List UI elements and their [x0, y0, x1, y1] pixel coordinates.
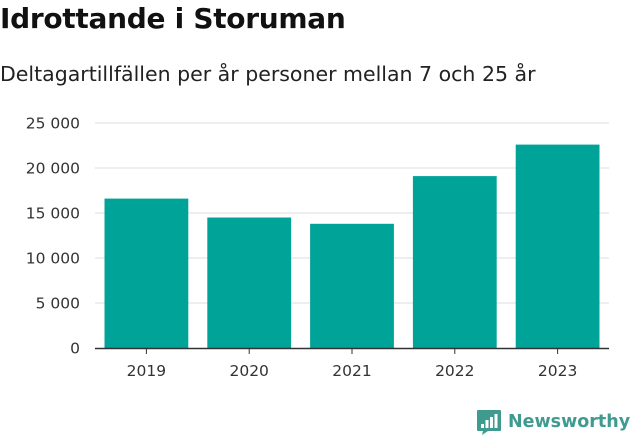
chart-title: Idrottande i Storuman — [0, 2, 346, 35]
x-tick-label: 2022 — [435, 362, 474, 380]
y-tick-label: 20 000 — [26, 160, 80, 178]
y-tick-label: 5 000 — [36, 295, 80, 313]
bar-2022 — [412, 176, 497, 348]
bar-2021 — [310, 223, 394, 348]
x-tick-label: 2023 — [538, 362, 577, 380]
y-axis-tick-labels: 0 5 000 10 000 15 000 20 000 25 000 — [26, 115, 80, 358]
y-tick-label: 0 — [70, 340, 80, 358]
x-tick-label: 2019 — [127, 362, 166, 380]
x-tick-label: 2021 — [332, 362, 371, 380]
bar-2019 — [104, 198, 189, 348]
x-tick-label: 2020 — [229, 362, 268, 380]
bar-chart-badge-icon — [477, 409, 501, 435]
y-tick-label: 10 000 — [26, 250, 80, 268]
x-axis-ticks — [145, 348, 559, 354]
chart-subtitle: Deltagartillfällen per år personer mella… — [0, 62, 536, 86]
newsworthy-logo: Newsworthy — [476, 408, 630, 436]
bar-2023 — [515, 144, 600, 348]
y-tick-label: 25 000 — [26, 115, 80, 133]
y-tick-label: 15 000 — [26, 205, 80, 223]
bars — [104, 144, 600, 348]
x-axis-tick-labels: 2019 2020 2021 2022 2023 — [127, 362, 578, 380]
bar-2020 — [207, 217, 292, 348]
logo-name: Newsworthy — [508, 412, 631, 432]
